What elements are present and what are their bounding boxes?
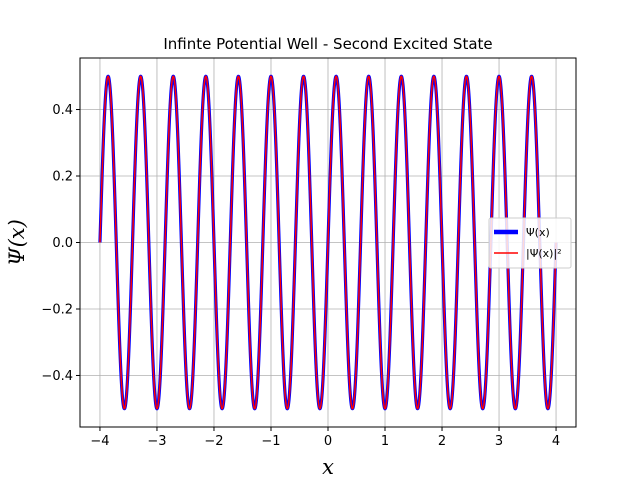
y-tick-label: −0.2 bbox=[41, 302, 73, 317]
ticks: −4 −3 −2 −1 0 1 2 3 4 −0.4 −0.2 0.0 0.2 0.4 bbox=[41, 103, 560, 449]
x-tick-label: −1 bbox=[261, 434, 280, 449]
y-tick-label: −0.4 bbox=[41, 369, 73, 384]
x-tick-label: −3 bbox=[147, 434, 166, 449]
chart-title: Infinte Potential Well - Second Excited … bbox=[163, 35, 492, 53]
y-axis-label: Ψ(x) bbox=[5, 219, 29, 266]
y-tick-label: 0.2 bbox=[52, 170, 73, 185]
legend-label-psi: Ψ(x) bbox=[526, 226, 550, 239]
y-tick-label: 0.0 bbox=[52, 236, 73, 251]
x-tick-label: 1 bbox=[381, 434, 389, 449]
x-tick-label: 3 bbox=[495, 434, 503, 449]
series-layer bbox=[98, 74, 558, 411]
x-tick-label: 2 bbox=[438, 434, 446, 449]
y-tick-label: 0.4 bbox=[52, 103, 73, 118]
legend: Ψ(x) |Ψ(x)|² bbox=[488, 217, 572, 269]
x-tick-label: −2 bbox=[204, 434, 223, 449]
x-tick-label: −4 bbox=[90, 434, 109, 449]
legend-label-psi-squared: |Ψ(x)|² bbox=[526, 247, 562, 260]
x-tick-label: 4 bbox=[552, 434, 560, 449]
x-axis-label: x bbox=[322, 455, 334, 479]
x-tick-label: 0 bbox=[324, 434, 332, 449]
psi-squared-series-line bbox=[99, 75, 557, 410]
